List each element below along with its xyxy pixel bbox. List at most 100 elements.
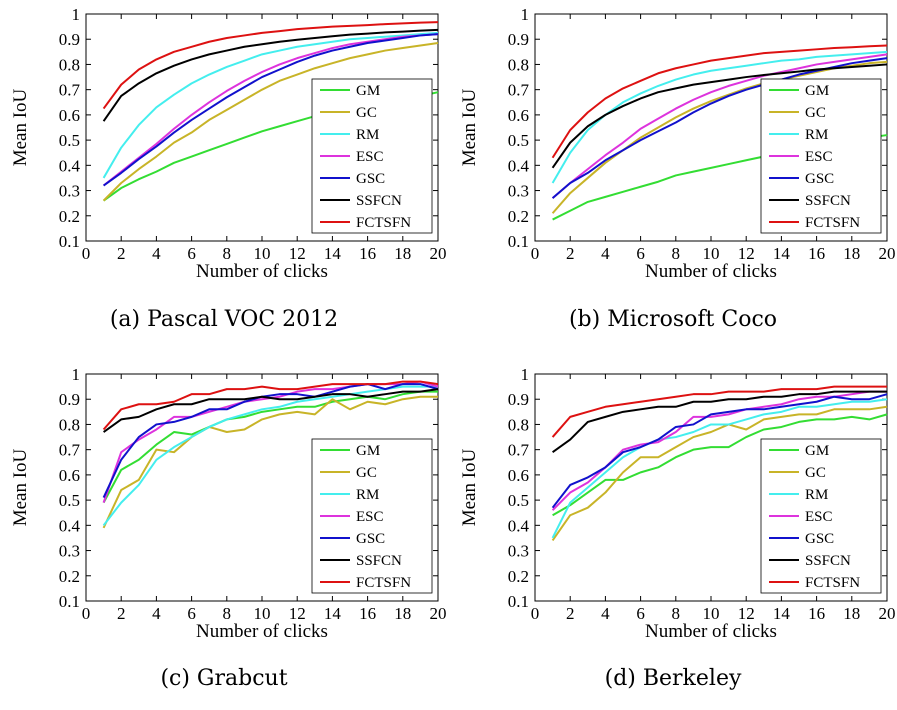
x-tick-label: 2 [566,604,575,623]
series-line-ssfcn [103,388,439,433]
x-tick-label: 14 [324,244,342,263]
y-tick-label: 0.7 [59,81,81,100]
y-tick-label: 0.6 [59,466,80,485]
x-axis-title: Number of clicks [645,261,777,282]
x-tick-label: 18 [843,604,860,623]
y-tick-label: 0.2 [59,567,80,586]
series-line-ssfcn [552,390,887,454]
y-tick-label: 0.3 [59,542,80,561]
chart-panel-microsoft-coco: 0 2 4 6 8 10 12 14 16 18 20 0.1 0.2 0.3 0.4 0.5 0.6 0.7 0.… [449,0,897,350]
y-axis-title: Mean IoU [459,448,480,526]
legend-label: GSC [356,531,385,547]
y-tick-label: 1 [72,5,81,24]
legend-label: SSFCN [805,193,851,209]
y-tick-label: 0.4 [508,516,530,535]
y-tick-label: 0.1 [59,592,80,611]
x-tick-label: 2 [117,244,126,263]
legend-label: GM [805,443,829,459]
legend-label: ESC [356,149,384,165]
legend-label: SSFCN [805,553,851,569]
y-tick-label: 0.1 [59,232,80,251]
series-line-ssfcn [102,28,439,122]
y-tick-label: 0.8 [59,415,80,434]
x-tick-label: 8 [223,604,232,623]
x-tick-label: 6 [636,244,645,263]
y-tick-label: 0.2 [508,567,529,586]
x-tick-label: 8 [672,244,681,263]
legend-label: GSC [805,171,834,187]
series-line-gm [102,390,438,504]
x-tick-label: 2 [566,244,575,263]
chart-berkeley: 0 2 4 6 8 10 12 14 16 18 20 0.1 0.2 0.3 0.4 0.5 0.6 0.7 0.… [459,365,896,642]
chart-panel-grabcut: 0 2 4 6 8 10 12 14 16 18 20 0.1 0.2 0.3 0.4 0.5 0.6 0.7 0.… [0,360,448,710]
legend-label: RM [805,487,828,503]
x-tick-label: 20 [879,604,896,623]
legend-label: RM [356,127,379,143]
chart-grabcut: 0 2 4 6 8 10 12 14 16 18 20 0.1 0.2 0.3 0.4 0.5 0.6 0.7 0.… [10,365,447,642]
legend-label: GM [805,83,829,99]
x-tick-label: 16 [359,604,376,623]
y-tick-label: 0.2 [508,207,529,226]
y-tick-label: 0.7 [59,441,81,460]
series-line-gsc [102,383,439,499]
series-line-gc [551,405,888,542]
chart-caption: (c) Grabcut [160,666,288,691]
x-axis-title: Number of clicks [645,621,777,642]
legend-label: GSC [805,531,834,547]
series-line-fctsfn [551,385,887,438]
x-axis-title: Number of clicks [196,621,328,642]
x-tick-label: 6 [187,604,196,623]
y-tick-label: 0.4 [508,156,530,175]
x-tick-label: 0 [82,604,91,623]
series-line-rm [102,385,438,526]
legend-label: RM [805,127,828,143]
y-tick-label: 0.5 [508,491,529,510]
x-tick-label: 10 [703,244,720,263]
series-line-rm [551,398,888,539]
y-tick-label: 0.6 [508,466,529,485]
x-tick-label: 18 [843,244,860,263]
x-tick-label: 4 [152,244,161,263]
y-tick-label: 0.5 [59,491,80,510]
y-tick-label: 0.8 [508,415,529,434]
series-line-gsc [551,393,888,509]
chart-panel-pascal-voc: 0 2 4 6 8 10 12 14 16 18 20 0.1 0.2 0.3 0.4 0.5 0.6 0.7 0.… [0,0,448,350]
y-axis-title: Mean IoU [10,88,31,166]
x-tick-label: 10 [254,604,271,623]
x-tick-label: 14 [773,244,791,263]
series-line-fctsfn [551,44,888,159]
y-tick-label: 0.6 [508,106,529,125]
series-line-esc [551,53,888,199]
y-tick-label: 1 [521,5,530,24]
y-tick-label: 0.1 [508,592,529,611]
x-tick-label: 4 [601,244,610,263]
series-line-esc [102,33,439,187]
series-line-gm [552,413,888,517]
x-tick-label: 20 [430,604,447,623]
x-tick-label: 10 [254,244,271,263]
y-tick-label: 0.3 [508,542,529,561]
legend-label: GM [356,83,380,99]
y-tick-label: 1 [521,365,530,384]
legend-label: GSC [356,171,385,187]
y-tick-label: 0.2 [59,207,80,226]
legend-label: ESC [805,509,833,525]
legend-label: ESC [805,149,833,165]
y-tick-label: 0.9 [59,30,80,49]
chart-microsoft-coco: 0 2 4 6 8 10 12 14 16 18 20 0.1 0.2 0.3 0.4 0.5 0.6 0.7 0.… [459,5,896,282]
y-tick-label: 0.3 [508,182,529,201]
series-line-gc [102,42,439,202]
legend-label: SSFCN [356,553,402,569]
legend-label: ESC [356,509,384,525]
y-tick-label: 0.7 [508,441,530,460]
x-tick-label: 18 [394,244,411,263]
y-tick-label: 0.6 [59,106,80,125]
legend-label: GC [356,105,377,121]
y-tick-label: 0.9 [508,390,529,409]
legend-label: RM [356,487,379,503]
y-tick-label: 0.4 [59,156,81,175]
chart-pascal-voc: 0 2 4 6 8 10 12 14 16 18 20 0.1 0.2 0.3 0.4 0.5 0.6 0.7 0.… [10,5,447,282]
x-tick-label: 0 [531,244,540,263]
x-tick-label: 0 [82,244,91,263]
series-line-fctsfn [102,380,439,431]
